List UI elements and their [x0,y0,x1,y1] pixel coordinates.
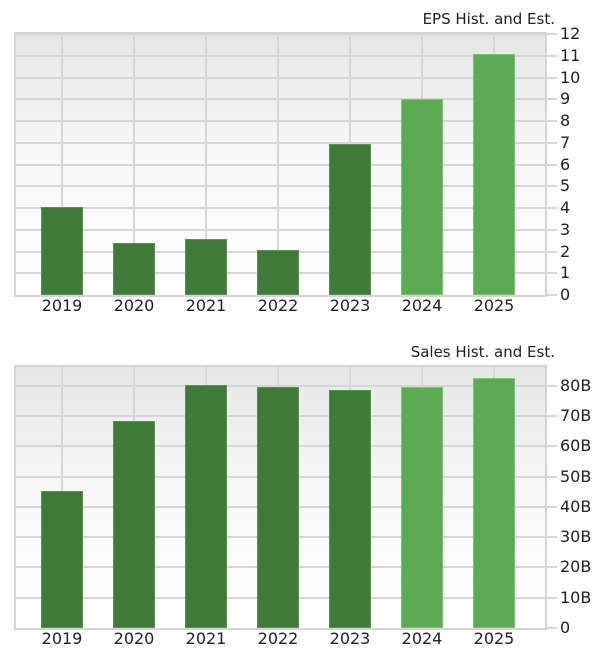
eps-x-label: 2024 [401,296,443,315]
eps-x-label: 2022 [257,296,299,315]
sales-bar-2025[interactable] [473,378,515,628]
eps-gridline-horizontal [16,163,545,166]
sales-x-label: 2021 [185,629,227,648]
eps-y-tick-label: 4 [560,198,571,217]
sales-y-tick-label: 0 [560,618,571,637]
sales-bar-2019[interactable] [41,491,83,628]
eps-gridline-vertical [133,34,135,295]
eps-y-tick [545,141,557,144]
sales-y-tick [545,596,557,599]
sales-y-tick [545,415,557,418]
sales-x-label: 2024 [401,629,443,648]
eps-gridline-horizontal [16,207,545,209]
eps-y-tick [545,250,557,253]
eps-gridline-vertical [277,34,279,295]
sales-x-label: 2020 [113,629,155,648]
eps-y-tick-label: 3 [560,219,571,239]
eps-gridline-horizontal [16,120,545,122]
eps-x-label: 2023 [329,296,371,315]
sales-y-tick-label: 50B [560,466,592,486]
sales-y-tick [545,475,557,478]
eps-y-tick [545,185,557,188]
eps-y-tick [545,163,557,166]
sales-y-tick-label: 80B [560,375,592,395]
sales-y-tick-label: 10B [560,587,592,607]
eps-x-label: 2020 [113,296,155,315]
eps-y-tick-label: 2 [560,241,571,261]
sales-y-tick-label: 30B [560,527,592,547]
sales-y-tick-label: 60B [560,436,592,456]
sales-bar-2022[interactable] [257,387,299,628]
eps-y-tick-label: 9 [560,89,571,109]
sales-bar-2023[interactable] [329,390,371,628]
sales-bar-2021[interactable] [185,385,227,628]
eps-gridline-horizontal [16,98,545,101]
eps-gridline-horizontal [16,228,545,231]
eps-chart: EPS Hist. and Est. 0 1 2 3 4 5 6 7 8 9 10 11 12 2019… [0,0,606,330]
eps-x-label: 2019 [41,296,83,315]
sales-x-label: 2023 [329,629,371,648]
eps-bar-2022[interactable] [257,250,299,295]
eps-y-tick [545,98,557,101]
sales-y-tick-label: 40B [560,496,592,516]
sales-y-tick [545,566,557,569]
eps-bar-2020[interactable] [113,243,155,295]
eps-y-tick [545,33,557,35]
sales-bar-2024[interactable] [401,387,443,628]
eps-bar-2025[interactable] [473,54,515,295]
eps-y-tick [545,54,557,57]
eps-y-tick-label: 5 [560,176,571,196]
eps-y-tick [545,207,557,209]
eps-y-tick [545,294,557,296]
eps-y-tick [545,120,557,122]
eps-y-tick-label: 7 [560,132,571,152]
eps-y-tick-label: 0 [560,285,571,304]
eps-gridline-vertical [61,34,63,295]
eps-y-tick-label: 10 [560,67,581,87]
eps-bar-2023[interactable] [329,144,371,295]
eps-y-tick-label: 1 [560,263,571,283]
eps-bar-2021[interactable] [185,239,227,295]
sales-chart-title: Sales Hist. and Est. [410,343,555,361]
eps-chart-title: EPS Hist. and Est. [422,10,555,28]
sales-y-tick [545,445,557,448]
eps-gridline-horizontal [16,76,545,79]
sales-x-label: 2025 [473,629,515,648]
eps-y-tick-label: 11 [560,45,581,65]
eps-y-tick [545,228,557,231]
sales-y-tick [545,627,557,629]
sales-gridline-horizontal [16,384,545,387]
eps-gridline-horizontal [16,54,545,57]
sales-plot-area [14,365,547,630]
eps-bar-2019[interactable] [41,207,83,295]
sales-y-tick [545,536,557,539]
eps-gridline-horizontal [16,141,545,144]
sales-bar-2020[interactable] [113,421,155,628]
sales-x-label: 2022 [257,629,299,648]
eps-gridline-horizontal [16,185,545,188]
eps-y-tick-label: 12 [560,24,581,43]
eps-gridline-horizontal [16,33,545,35]
eps-bar-2024[interactable] [401,99,443,295]
eps-x-label: 2021 [185,296,227,315]
eps-y-tick-label: 6 [560,154,571,174]
eps-y-tick [545,76,557,79]
eps-gridline-vertical [205,34,207,295]
sales-y-tick-label: 20B [560,557,592,577]
eps-y-tick-label: 8 [560,111,571,130]
eps-y-tick [545,272,557,275]
sales-y-tick-label: 70B [560,406,592,426]
sales-y-tick [545,505,557,508]
eps-x-label: 2025 [473,296,515,315]
sales-y-tick [545,384,557,387]
sales-x-label: 2019 [41,629,83,648]
